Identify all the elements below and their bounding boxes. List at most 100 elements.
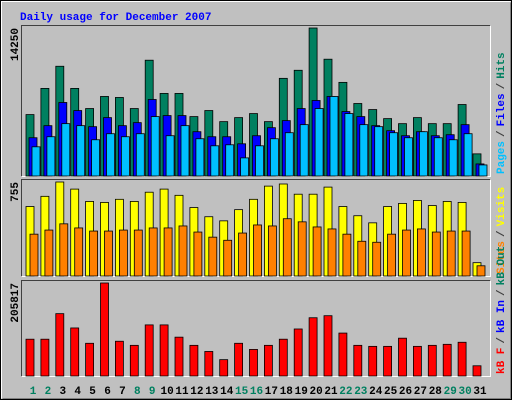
- bar: [314, 108, 324, 177]
- bar: [25, 338, 35, 377]
- x-tick-label: 28: [429, 386, 443, 398]
- bar: [44, 229, 54, 277]
- bar: [249, 349, 258, 377]
- bar: [204, 351, 214, 377]
- bar: [40, 338, 50, 377]
- x-tick-label: 20: [309, 386, 322, 398]
- bar: [61, 123, 71, 177]
- x-tick-label: 26: [399, 386, 412, 398]
- bar: [448, 139, 458, 177]
- x-tick-label: 12: [190, 386, 203, 398]
- x-tick-label: 25: [384, 386, 398, 398]
- x-tick-label: 11: [175, 386, 189, 398]
- bar: [46, 136, 56, 177]
- bar: [210, 145, 220, 177]
- legend-entry: Sites: [496, 241, 508, 274]
- bar: [133, 229, 143, 277]
- x-tick-label: 7: [119, 386, 126, 398]
- bar: [148, 227, 158, 277]
- bar: [55, 313, 65, 377]
- bar: [374, 126, 384, 177]
- bar: [387, 233, 397, 277]
- bar: [269, 138, 279, 177]
- x-tick-label: 6: [104, 386, 111, 398]
- bar: [357, 240, 367, 277]
- x-tick-label: 15: [235, 386, 249, 398]
- bar: [253, 224, 262, 277]
- bar: [278, 338, 288, 377]
- bar: [329, 96, 339, 177]
- bar: [323, 315, 333, 377]
- bar: [76, 125, 86, 177]
- bar: [85, 342, 94, 377]
- x-tick-label: 3: [59, 386, 66, 398]
- bar: [104, 230, 113, 277]
- bar: [476, 265, 486, 277]
- bar: [180, 125, 190, 177]
- bar: [121, 136, 130, 177]
- bar: [412, 345, 422, 377]
- bar: [472, 365, 482, 377]
- bar: [29, 233, 39, 277]
- legend-entry: Files: [496, 93, 508, 126]
- legend-entry: Pages: [496, 141, 508, 174]
- bar: [478, 164, 488, 177]
- x-tick-label: 1: [30, 386, 37, 398]
- bar: [208, 236, 218, 277]
- bar: [427, 344, 437, 377]
- legend: Sites / Visits: [496, 187, 508, 274]
- bar: [165, 135, 175, 177]
- bar: [150, 116, 160, 177]
- x-tick-label: 8: [134, 386, 141, 398]
- x-tick-label: 5: [89, 386, 96, 398]
- y-max-label: 755: [10, 182, 22, 202]
- bar: [195, 138, 205, 177]
- legend-entry: kB F: [496, 348, 508, 374]
- x-tick-label: 22: [339, 386, 352, 398]
- bar: [312, 226, 322, 277]
- bar: [372, 241, 382, 277]
- x-tick-label: 31: [473, 386, 487, 398]
- legend-separator: /: [496, 230, 508, 237]
- bar: [431, 231, 441, 277]
- bar: [442, 343, 452, 377]
- bar: [433, 137, 443, 177]
- bar: [383, 345, 393, 377]
- x-tick-label: 24: [369, 386, 383, 398]
- legend: kB F / kB In / kB Out: [496, 246, 508, 374]
- bar: [338, 332, 348, 377]
- bar: [463, 133, 473, 177]
- y-max-label: 14250: [10, 28, 22, 61]
- bar: [89, 230, 98, 277]
- bar: [293, 328, 303, 377]
- bar: [163, 227, 173, 277]
- bar: [461, 230, 471, 277]
- bar: [398, 337, 407, 377]
- x-tick-label: 21: [324, 386, 338, 398]
- bar: [70, 327, 80, 377]
- bar: [238, 232, 248, 277]
- bar: [263, 344, 273, 377]
- bar: [327, 228, 337, 277]
- bar: [282, 218, 292, 277]
- x-tick-label: 27: [414, 386, 427, 398]
- chart-title: Daily usage for December 2007: [20, 12, 211, 24]
- bar: [255, 145, 264, 177]
- legend-entry: Hits: [496, 52, 508, 78]
- bar: [402, 229, 411, 277]
- bar: [359, 124, 369, 177]
- x-tick-label: 18: [280, 386, 294, 398]
- x-tick-label: 9: [149, 386, 156, 398]
- legend-entry: kB Out: [496, 246, 508, 286]
- bar: [74, 227, 84, 277]
- bar: [106, 133, 115, 177]
- bar: [129, 344, 139, 377]
- bar: [240, 157, 250, 177]
- bar: [144, 324, 154, 377]
- bar: [299, 124, 309, 177]
- legend-entry: Visits: [496, 187, 508, 227]
- bar: [135, 133, 145, 177]
